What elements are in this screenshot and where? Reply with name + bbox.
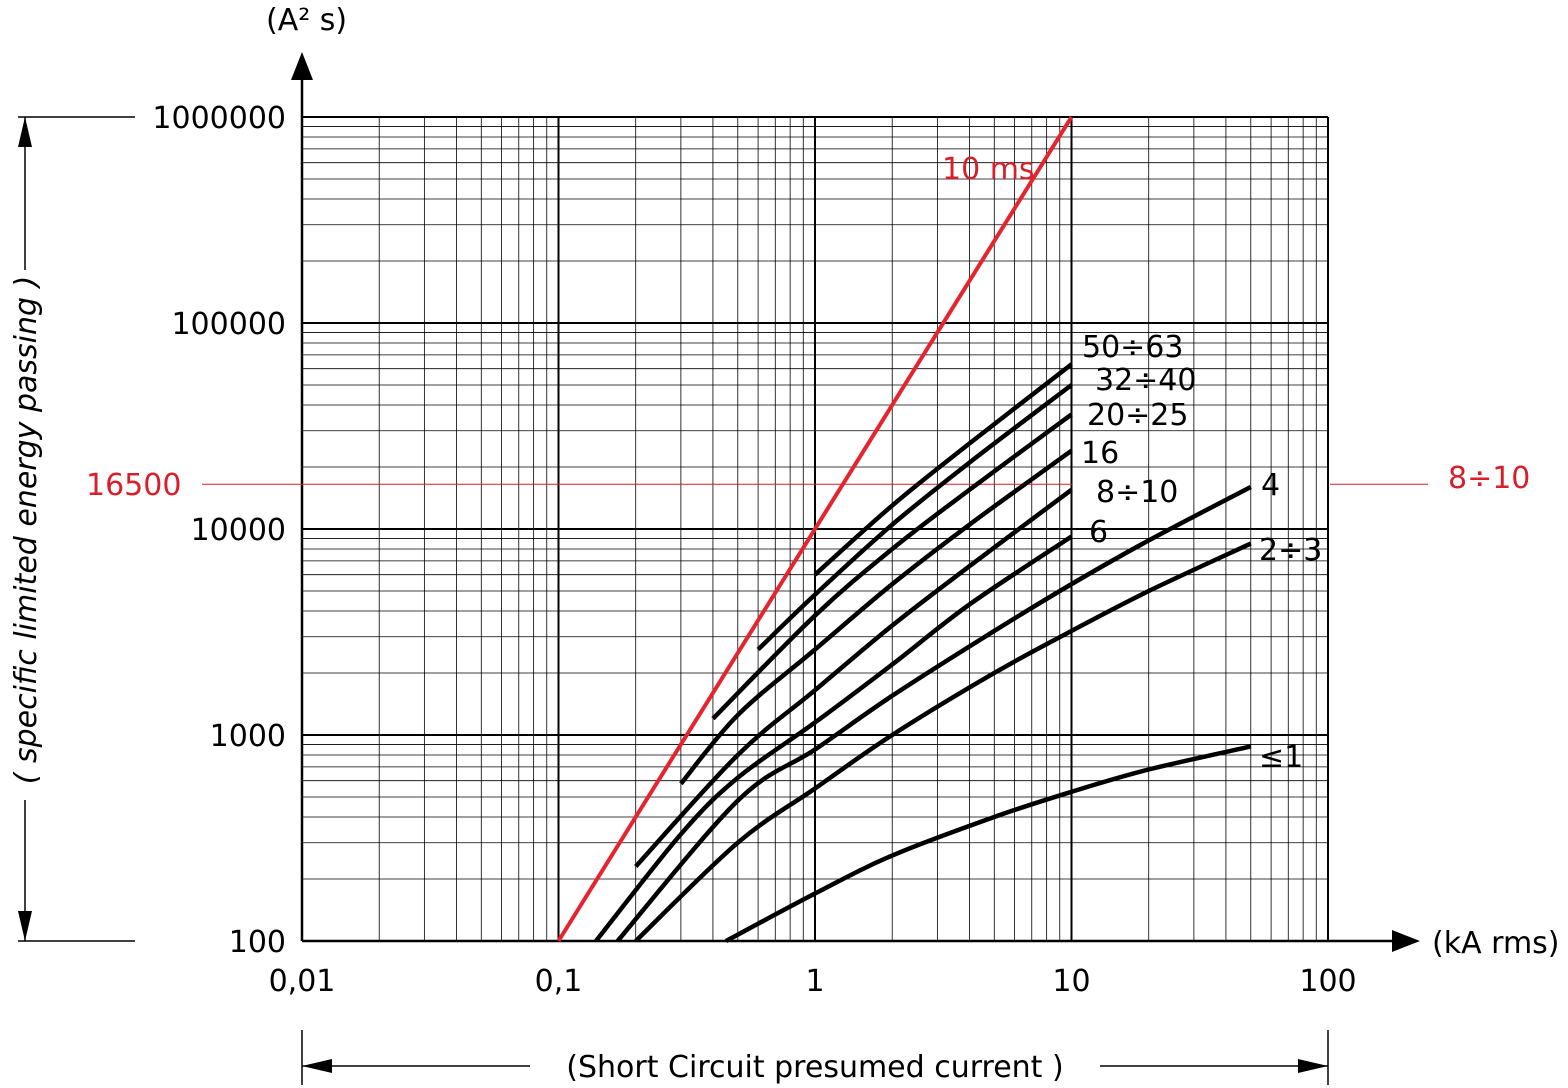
series-group (556, 115, 1252, 943)
series-label-50-63: 50÷63 (1082, 330, 1183, 365)
series-line-6 (594, 534, 1073, 943)
x-tick-label: 0,1 (535, 964, 583, 999)
y-span-top-arrow-icon (18, 117, 32, 147)
series-label-6: 6 (1089, 515, 1108, 550)
reference-label-right: 8÷10 (1448, 461, 1530, 496)
series-label-16: 16 (1081, 436, 1119, 471)
y-tick-label: 10000 (191, 513, 286, 548)
series-line-16 (679, 448, 1073, 786)
series-line-2-3 (634, 541, 1252, 943)
series-label-32-40: 32÷40 (1095, 363, 1196, 398)
y-axis-title: ( specific limited energy passing ) (9, 276, 44, 785)
reference-label-left: 16500 (86, 468, 181, 503)
y-unit-label: (A² s) (266, 3, 347, 38)
x-axis-arrow-icon (1392, 930, 1420, 952)
y-tick-label: 100 (229, 925, 286, 960)
series-line-4 (615, 484, 1252, 943)
series-line-20-25 (711, 412, 1073, 721)
series-label-10ms: 10 ms (942, 152, 1035, 187)
x-axis-title: (Short Circuit presumed current ) (566, 1050, 1063, 1085)
y-axis-arrow-icon (291, 52, 313, 80)
series-line-8-10 (634, 487, 1073, 869)
series-label-8-10: 8÷10 (1096, 475, 1178, 510)
series-label-20-25: 20÷25 (1087, 398, 1188, 433)
x-span-right-arrow-icon (1298, 1059, 1328, 1073)
series-line-32-40 (756, 383, 1073, 652)
x-span-left-arrow-icon (302, 1059, 332, 1073)
x-tick-labels: 0,01 0,1 1 10 100 (269, 964, 1357, 999)
series-label-2-3: 2÷3 (1259, 533, 1322, 568)
y-tick-label: 1000000 (152, 101, 286, 136)
y-tick-label: 1000 (210, 719, 286, 754)
series-label-4: 4 (1261, 468, 1280, 503)
y-tick-labels: 100 1000 10000 100000 1000000 (152, 101, 286, 960)
series-label-le1: ≤1 (1259, 740, 1303, 775)
y-tick-label: 100000 (171, 307, 286, 342)
x-tick-label: 1 (805, 964, 824, 999)
x-unit-label: (kA rms) (1432, 926, 1560, 961)
x-tick-label: 10 (1052, 964, 1090, 999)
x-tick-label: 0,01 (269, 964, 336, 999)
x-tick-label: 100 (1299, 964, 1356, 999)
series-line-10-ms (556, 115, 1074, 943)
series-line-1 (724, 744, 1252, 943)
y-span-bottom-arrow-icon (18, 911, 32, 941)
series-line-50-63 (813, 362, 1073, 577)
